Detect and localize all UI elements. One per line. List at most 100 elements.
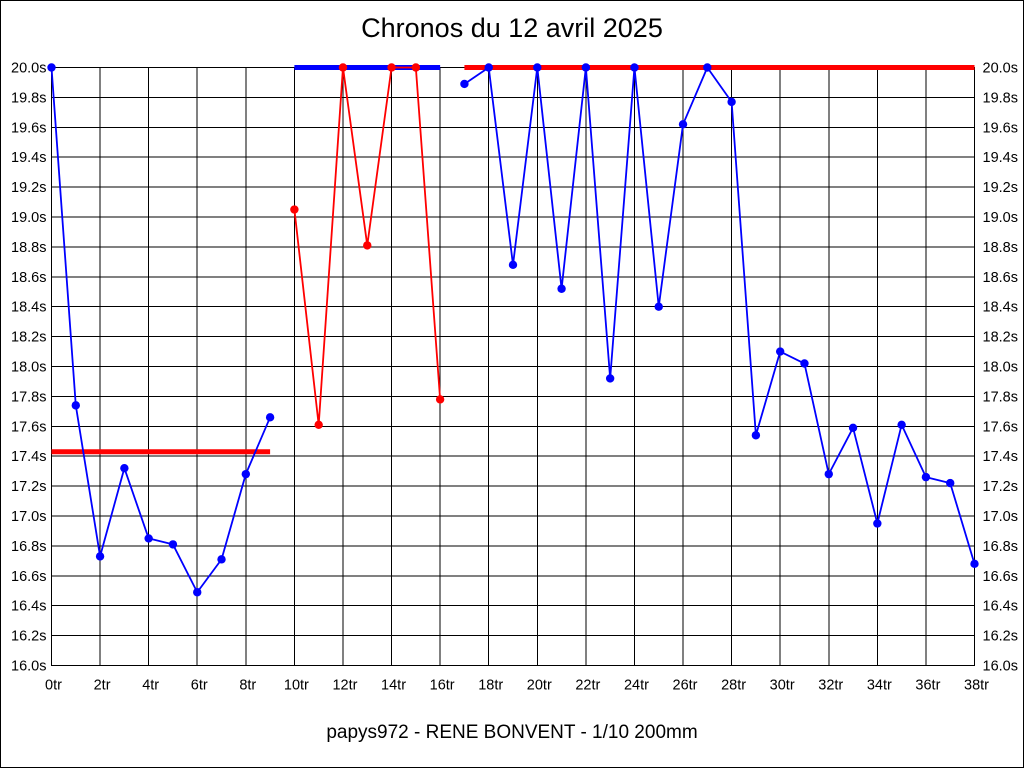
y-tick-label-right: 17.0s bbox=[983, 509, 1018, 525]
data-point-blue bbox=[508, 260, 518, 270]
data-point-blue bbox=[751, 431, 761, 440]
y-tick-label-left: 17.8s bbox=[11, 389, 46, 405]
data-point-blue bbox=[168, 540, 178, 549]
y-tick-label-right: 19.4s bbox=[983, 150, 1018, 166]
x-tick-label: 28tr bbox=[721, 678, 746, 694]
y-tick-label-right: 17.8s bbox=[983, 389, 1018, 405]
data-point-blue bbox=[970, 559, 979, 569]
data-point-blue bbox=[703, 63, 712, 72]
y-tick-label-left: 18.0s bbox=[11, 360, 46, 376]
y-tick-label-left: 16.8s bbox=[11, 539, 46, 555]
y-tick-label-left: 19.8s bbox=[11, 90, 46, 106]
data-point-red bbox=[338, 63, 348, 72]
data-point-red bbox=[363, 241, 372, 250]
y-tick-label-right: 17.6s bbox=[983, 419, 1018, 435]
y-tick-label-right: 17.2s bbox=[983, 479, 1018, 495]
y-tick-label-left: 16.2s bbox=[11, 629, 46, 645]
data-point-blue bbox=[678, 120, 688, 129]
x-tick-label: 38tr bbox=[964, 678, 989, 694]
x-tick-label: 8tr bbox=[239, 678, 256, 694]
x-tick-label: 34tr bbox=[867, 678, 892, 694]
y-tick-label-left: 19.4s bbox=[11, 150, 46, 166]
x-tick-label: 12tr bbox=[332, 678, 357, 694]
y-tick-label-right: 17.4s bbox=[983, 449, 1018, 465]
y-tick-label-right: 18.4s bbox=[983, 300, 1018, 316]
data-point-blue bbox=[557, 284, 566, 293]
y-tick-label-left: 17.6s bbox=[11, 419, 46, 435]
y-tick-label-right: 19.8s bbox=[983, 90, 1018, 106]
y-tick-label-right: 16.6s bbox=[983, 569, 1018, 585]
data-point-blue bbox=[654, 302, 663, 311]
y-tick-label-right: 16.8s bbox=[983, 539, 1018, 555]
data-point-blue bbox=[71, 401, 80, 410]
data-point-blue bbox=[484, 63, 493, 72]
series-blue-laps-17-38-line bbox=[463, 66, 976, 565]
x-tick-label: 18tr bbox=[478, 678, 503, 694]
x-tick-label: 36tr bbox=[915, 678, 940, 694]
data-point-red bbox=[314, 420, 323, 430]
y-tick-label-left: 19.2s bbox=[11, 180, 46, 196]
y-tick-label-left: 16.6s bbox=[11, 569, 46, 585]
data-point-blue bbox=[120, 463, 129, 473]
data-point-red bbox=[290, 205, 299, 214]
data-point-blue bbox=[848, 423, 858, 432]
x-tick-label: 14tr bbox=[381, 678, 406, 694]
y-tick-label-right: 20.0s bbox=[983, 61, 1018, 77]
data-point-blue bbox=[897, 420, 906, 430]
y-tick-label-left: 17.0s bbox=[11, 509, 46, 525]
y-tick-label-right: 16.2s bbox=[983, 629, 1018, 645]
series-blue-laps-0-9-line bbox=[50, 67, 271, 594]
data-point-red bbox=[435, 395, 445, 404]
y-tick-label-left: 19.6s bbox=[11, 120, 46, 136]
data-point-blue bbox=[946, 478, 955, 488]
y-tick-label-left: 18.6s bbox=[11, 270, 46, 286]
data-point-blue bbox=[824, 469, 833, 479]
data-point-blue bbox=[265, 413, 275, 422]
x-tick-label: 6tr bbox=[191, 678, 208, 694]
y-tick-label-right: 18.0s bbox=[983, 360, 1018, 376]
y-tick-label-left: 17.2s bbox=[11, 479, 46, 495]
y-tick-label-left: 18.4s bbox=[11, 300, 46, 316]
y-tick-label-left: 19.0s bbox=[11, 210, 46, 226]
y-tick-label-left: 17.4s bbox=[11, 449, 46, 465]
x-tick-label: 32tr bbox=[818, 678, 843, 694]
x-tick-label: 2tr bbox=[94, 678, 111, 694]
data-point-blue bbox=[800, 359, 809, 368]
x-tick-label: 0tr bbox=[45, 678, 62, 694]
data-point-blue bbox=[193, 588, 202, 597]
data-point-blue bbox=[630, 63, 639, 72]
data-point-blue bbox=[775, 347, 785, 356]
y-tick-label-left: 16.0s bbox=[11, 659, 46, 675]
data-point-blue bbox=[533, 63, 542, 72]
y-tick-label-right: 16.0s bbox=[983, 659, 1018, 675]
y-tick-label-right: 16.4s bbox=[983, 599, 1018, 615]
x-tick-label: 30tr bbox=[770, 678, 795, 694]
x-tick-label: 26tr bbox=[673, 678, 698, 694]
data-point-blue bbox=[95, 552, 105, 561]
x-tick-label: 16tr bbox=[430, 678, 455, 694]
y-tick-label-right: 19.6s bbox=[983, 120, 1018, 136]
data-point-blue bbox=[921, 472, 931, 482]
data-point-red bbox=[411, 63, 421, 72]
y-tick-label-right: 19.0s bbox=[983, 210, 1018, 226]
y-tick-label-right: 18.6s bbox=[983, 270, 1018, 286]
data-point-blue bbox=[873, 519, 882, 528]
data-point-blue bbox=[241, 469, 251, 479]
data-point-blue bbox=[605, 374, 615, 383]
data-point-blue bbox=[144, 534, 153, 543]
y-tick-label-left: 20.0s bbox=[11, 61, 46, 77]
y-tick-label-left: 16.4s bbox=[11, 599, 46, 615]
x-tick-label: 20tr bbox=[527, 678, 552, 694]
x-tick-label: 24tr bbox=[624, 678, 649, 694]
chart-caption: papys972 - RENE BONVENT - 1/10 200mm bbox=[326, 722, 698, 743]
chart-title: Chronos du 12 avril 2025 bbox=[361, 13, 663, 43]
data-point-blue bbox=[460, 79, 469, 89]
data-point-blue bbox=[727, 97, 736, 107]
y-tick-label-right: 18.2s bbox=[983, 330, 1018, 346]
x-tick-label: 10tr bbox=[284, 678, 309, 694]
data-point-blue bbox=[47, 63, 56, 72]
y-tick-label-right: 18.8s bbox=[983, 240, 1018, 256]
y-tick-label-right: 19.2s bbox=[983, 180, 1018, 196]
